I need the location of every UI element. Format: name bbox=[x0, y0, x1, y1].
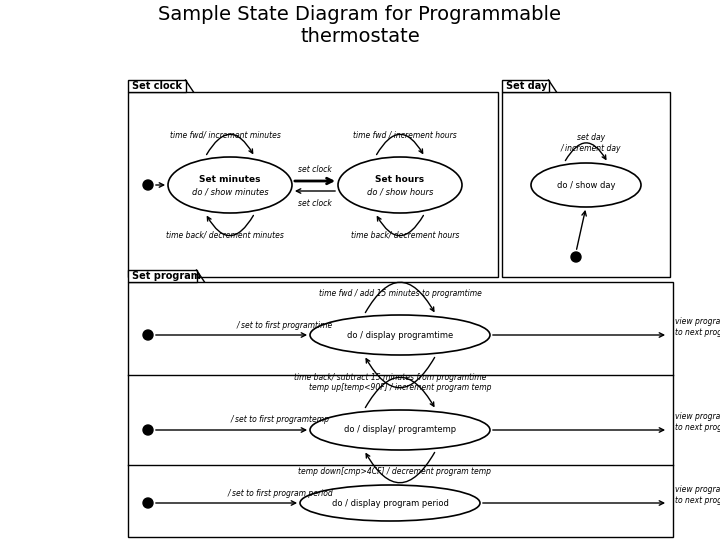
FancyArrowPatch shape bbox=[207, 215, 253, 235]
FancyArrowPatch shape bbox=[365, 282, 434, 313]
Text: view program/ advance
to next program t me: view program/ advance to next program t … bbox=[675, 318, 720, 337]
Circle shape bbox=[143, 498, 153, 508]
Text: Set program: Set program bbox=[132, 271, 201, 281]
FancyArrowPatch shape bbox=[377, 134, 423, 154]
Ellipse shape bbox=[300, 485, 480, 521]
Bar bbox=[502, 80, 549, 92]
FancyArrowPatch shape bbox=[207, 134, 253, 154]
Text: time fwd/ increment minutes: time fwd/ increment minutes bbox=[170, 131, 280, 139]
Bar bbox=[128, 80, 186, 92]
Ellipse shape bbox=[168, 157, 292, 213]
Text: set clock: set clock bbox=[298, 199, 332, 207]
Circle shape bbox=[143, 330, 153, 340]
Text: do / show hours: do / show hours bbox=[366, 187, 433, 197]
Text: set day
/ increment day: set day / increment day bbox=[561, 133, 621, 153]
Text: / set to first programtemp: / set to first programtemp bbox=[230, 415, 330, 424]
Text: temp up[temp<90F] / increment program temp: temp up[temp<90F] / increment program te… bbox=[309, 383, 491, 393]
Text: do / display/ programtemp: do / display/ programtemp bbox=[344, 426, 456, 435]
Ellipse shape bbox=[531, 163, 641, 207]
Text: do / display programtime: do / display programtime bbox=[347, 330, 453, 340]
Bar bbox=[128, 270, 197, 282]
FancyArrowPatch shape bbox=[366, 357, 435, 388]
Text: Set hours: Set hours bbox=[375, 176, 425, 185]
Text: / set to first programtime: / set to first programtime bbox=[237, 321, 333, 329]
Bar bbox=[128, 282, 673, 537]
Ellipse shape bbox=[310, 410, 490, 450]
Circle shape bbox=[143, 425, 153, 435]
Text: time back/ decrement hours: time back/ decrement hours bbox=[351, 231, 459, 240]
Circle shape bbox=[143, 180, 153, 190]
FancyArrowPatch shape bbox=[366, 453, 435, 483]
Text: time fwd / add 15 minutes to programtime: time fwd / add 15 minutes to programtime bbox=[318, 288, 482, 298]
Text: / set to first program period: / set to first program period bbox=[227, 489, 333, 497]
Text: temp down[cmp>4CF] / decrement program temp: temp down[cmp>4CF] / decrement program t… bbox=[299, 468, 492, 476]
Text: Set minutes: Set minutes bbox=[199, 176, 261, 185]
Text: Sample State Diagram for Programmable
thermostate: Sample State Diagram for Programmable th… bbox=[158, 5, 562, 46]
Text: do / show minutes: do / show minutes bbox=[192, 187, 269, 197]
Text: view program/ advance
to next program temp: view program/ advance to next program te… bbox=[675, 413, 720, 431]
Ellipse shape bbox=[338, 157, 462, 213]
Text: do / show day: do / show day bbox=[557, 180, 616, 190]
FancyArrowPatch shape bbox=[377, 215, 423, 235]
Text: view program/ advance
to next program period: view program/ advance to next program pe… bbox=[675, 485, 720, 505]
Bar bbox=[502, 92, 670, 277]
Text: time back/ subtract 15 minutes from programtime: time back/ subtract 15 minutes from prog… bbox=[294, 373, 486, 381]
Text: do / display program period: do / display program period bbox=[332, 498, 449, 508]
Ellipse shape bbox=[310, 315, 490, 355]
Bar bbox=[128, 92, 498, 277]
Text: time fwd / increment hours: time fwd / increment hours bbox=[353, 131, 457, 139]
Text: time back/ decrement minutes: time back/ decrement minutes bbox=[166, 231, 284, 240]
FancyArrowPatch shape bbox=[565, 143, 606, 160]
FancyArrowPatch shape bbox=[365, 377, 434, 408]
Text: Set day: Set day bbox=[506, 81, 547, 91]
Text: Set clock: Set clock bbox=[132, 81, 182, 91]
Circle shape bbox=[571, 252, 581, 262]
Text: set clock: set clock bbox=[298, 165, 332, 173]
